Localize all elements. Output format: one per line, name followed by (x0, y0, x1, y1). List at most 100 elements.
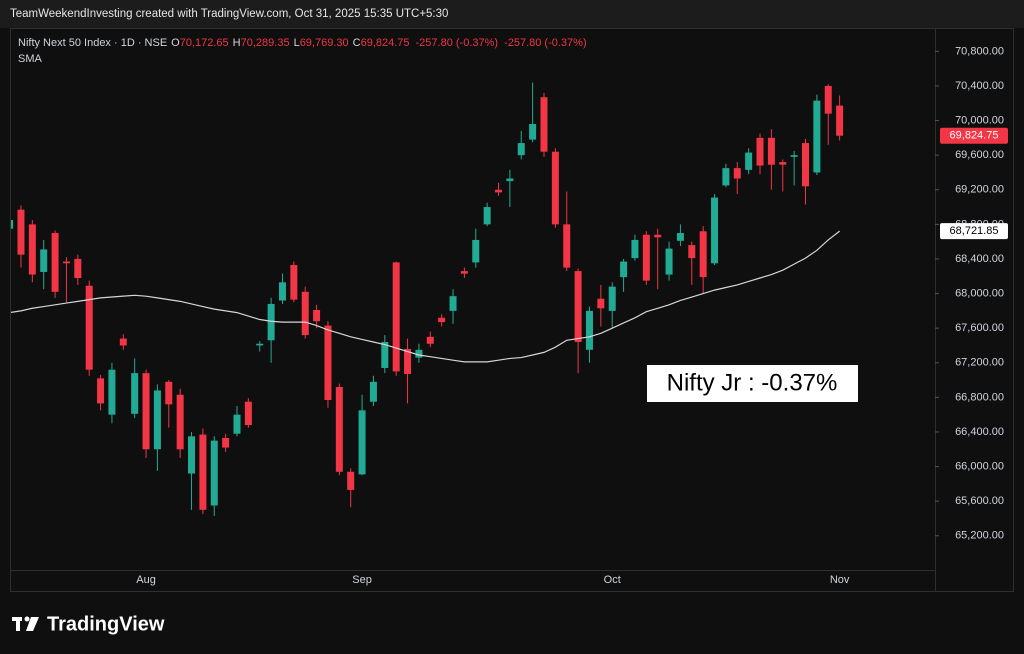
legend-field-label: H (233, 37, 241, 49)
candle-body (824, 85, 832, 114)
candle-body (438, 317, 446, 323)
y-tick-label: 65,200.00 (955, 530, 1004, 542)
candle-body (97, 378, 105, 404)
candle-body (790, 155, 798, 157)
candle-body (745, 152, 753, 170)
candle-body (131, 373, 139, 414)
last-price-tag (940, 127, 1008, 144)
candle-body (290, 265, 298, 300)
candle-body (188, 436, 196, 474)
candle-body (574, 271, 582, 343)
y-tick-label: 70,800.00 (955, 45, 1004, 57)
last-price-label: 69,824.75 (950, 130, 999, 142)
y-tick-label: 68,000.00 (955, 287, 1004, 299)
candle-body (256, 343, 264, 346)
candle-body (836, 105, 844, 136)
legend-field-label: C (353, 37, 361, 49)
y-tick-label: 69,200.00 (955, 184, 1004, 196)
candle-body (620, 261, 628, 278)
candle-body (244, 401, 252, 426)
candle-body (802, 143, 809, 187)
candle-body (210, 440, 218, 506)
legend-field-value: 70,172.65 (180, 37, 229, 49)
legend-field-value: 69,824.75 (361, 37, 410, 49)
candle-body (153, 390, 161, 450)
legend-line: Nifty Next 50 Index · 1D · NSE O70,172.65… (18, 37, 587, 49)
candle-body (17, 209, 25, 255)
y-tick-label: 70,000.00 (955, 114, 1004, 126)
candle-body (85, 285, 93, 370)
annotation-box (647, 365, 858, 402)
candle-body (222, 438, 230, 448)
candle-body (347, 471, 355, 490)
candle-body (506, 178, 514, 182)
footer-logo-text: TradingView (47, 613, 165, 635)
x-tick-label: Nov (830, 574, 850, 586)
candle-body (733, 168, 741, 179)
logo-shape (16, 617, 20, 631)
candle-body (40, 249, 48, 272)
logo-shape (24, 616, 30, 622)
candle-body (495, 189, 503, 193)
legend-change: -257.80 (-0.37%) (504, 37, 587, 49)
candle-body (199, 434, 207, 510)
candle-body (688, 245, 696, 259)
candle-body (642, 234, 650, 281)
candle-body (699, 231, 707, 278)
header-bar (0, 0, 1024, 28)
candle-body (585, 310, 593, 350)
candle-body (267, 303, 275, 341)
candle-body (369, 381, 377, 402)
logo-shape (26, 617, 39, 631)
x-tick-label: Sep (352, 574, 372, 586)
sma-line (11, 230, 840, 363)
y-tick-label: 66,800.00 (955, 391, 1004, 403)
candle-body (278, 282, 286, 301)
candle-body (313, 310, 321, 322)
candle-body (722, 168, 730, 186)
candle-body (597, 298, 605, 309)
candle-body (517, 143, 525, 156)
candle-body (711, 197, 719, 264)
candle-body (324, 325, 332, 400)
candle-body (779, 162, 787, 165)
header-text: TeamWeekendInvesting created with Tradin… (10, 8, 448, 20)
candle-body (540, 97, 548, 152)
y-tick-label: 67,600.00 (955, 322, 1004, 334)
candle-body (62, 261, 70, 264)
candle-body (449, 296, 457, 311)
candle-body (176, 394, 184, 450)
legend-field-value: 69,769.30 (300, 37, 349, 49)
y-tick-label: 65,600.00 (955, 495, 1004, 507)
candle-body (460, 271, 468, 274)
candle-body (119, 338, 127, 346)
candle-body (358, 410, 366, 475)
y-tick-label: 68,400.00 (955, 253, 1004, 265)
annotation: Nifty Jr : -0.37% (667, 369, 838, 396)
candle-body (472, 239, 480, 263)
logo (12, 616, 39, 631)
candle-body (676, 233, 684, 241)
candle-body (665, 248, 673, 275)
chart-pane (10, 28, 1014, 592)
y-tick-label: 67,200.00 (955, 357, 1004, 369)
candle-body (74, 258, 82, 278)
x-tick-label: Oct (604, 574, 621, 586)
candle-body (813, 100, 821, 173)
sma-price-tag (940, 223, 1008, 240)
candle-body (563, 224, 571, 268)
candle-body (551, 151, 559, 225)
legend-field-label: L (294, 37, 300, 49)
candle-body (608, 286, 616, 311)
legend-indicator: SMA (18, 53, 43, 65)
candle-body (233, 414, 241, 434)
candle-body (756, 137, 764, 166)
sma-price-label: 68,721.85 (950, 225, 999, 237)
legend-field-value: 70,289.35 (241, 37, 290, 49)
y-tick-label: 70,400.00 (955, 80, 1004, 92)
candle-body (529, 124, 537, 140)
y-tick-label: 69,600.00 (955, 149, 1004, 161)
candle-body (654, 234, 662, 238)
candle-body (415, 349, 423, 358)
